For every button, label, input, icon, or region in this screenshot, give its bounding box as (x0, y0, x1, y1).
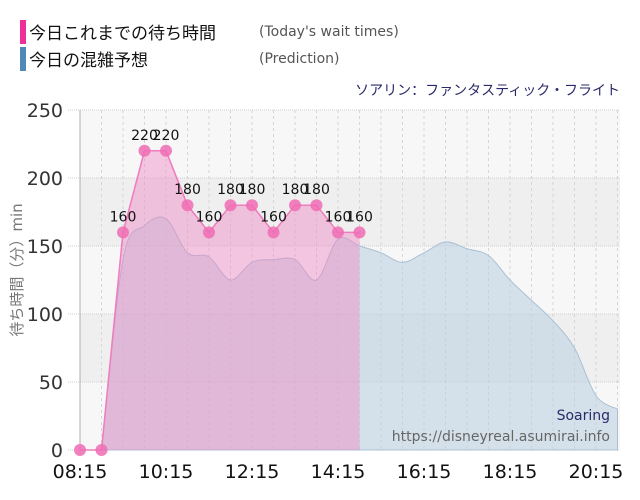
data-point[interactable] (74, 444, 86, 456)
actual-area (80, 150, 360, 451)
attraction-title: ソアリン：ファンタスティック・フライト (355, 83, 620, 99)
legend-item-prediction: 今日の混雑予想 (Prediction) (20, 45, 399, 72)
y-tick-label: 150 (27, 236, 63, 258)
prediction-swatch-icon (20, 46, 26, 71)
data-point[interactable] (353, 226, 366, 239)
y-tick-label: 200 (27, 168, 63, 190)
watermark-url: https://disneyreal.asumirai.info (392, 429, 610, 445)
x-tick-label: 12:15 (225, 461, 280, 483)
data-label: 160 (346, 209, 373, 225)
data-point[interactable] (95, 444, 108, 456)
actual-swatch-icon (20, 19, 26, 44)
data-point[interactable] (289, 199, 301, 212)
data-point[interactable] (181, 199, 194, 212)
x-tick-label: 18:15 (483, 461, 538, 483)
y-tick-label: 50 (39, 372, 63, 394)
data-point[interactable] (246, 199, 258, 212)
data-label: 180 (303, 182, 330, 198)
legend-actual-label-jp: 今日これまでの待ち時間 (29, 24, 216, 44)
data-point[interactable] (267, 226, 280, 239)
data-point[interactable] (224, 199, 237, 212)
data-label: 160 (260, 209, 287, 225)
data-point[interactable] (117, 226, 129, 239)
data-point[interactable] (138, 144, 151, 157)
x-tick-label: 08:15 (53, 461, 108, 483)
legend-actual-label-en: (Today's wait times) (259, 23, 399, 40)
data-label: 220 (131, 128, 158, 144)
legend: 今日これまでの待ち時間 (Today's wait times) 今日の混雑予想… (20, 18, 399, 72)
data-label: 180 (217, 182, 244, 198)
y-tick-label: 250 (27, 100, 63, 122)
data-label: 180 (174, 182, 201, 198)
y-tick-label: 0 (51, 440, 63, 462)
data-label: 180 (239, 182, 266, 198)
x-tick-label: 16:15 (397, 461, 452, 483)
data-label: 160 (110, 209, 137, 225)
data-point[interactable] (332, 226, 344, 239)
legend-item-actual: 今日これまでの待ち時間 (Today's wait times) (20, 18, 399, 45)
data-label: 160 (325, 209, 352, 225)
data-label: 180 (282, 182, 309, 198)
x-tick-label: 14:15 (311, 461, 366, 483)
data-point[interactable] (203, 226, 215, 239)
data-point[interactable] (310, 199, 323, 212)
x-tick-label: 10:15 (139, 461, 194, 483)
x-tick-label: 20:15 (569, 461, 624, 483)
prediction-area (100, 216, 618, 451)
legend-prediction-label-en: (Prediction) (259, 50, 340, 67)
data-label: 160 (196, 209, 223, 225)
y-tick-label: 100 (27, 304, 63, 326)
data-label: 220 (153, 128, 180, 144)
legend-prediction-label-jp: 今日の混雑予想 (29, 51, 148, 71)
data-point[interactable] (160, 144, 172, 157)
y-axis-label: 待ち時間（分）min (8, 203, 26, 336)
watermark-name: Soaring (557, 408, 610, 424)
